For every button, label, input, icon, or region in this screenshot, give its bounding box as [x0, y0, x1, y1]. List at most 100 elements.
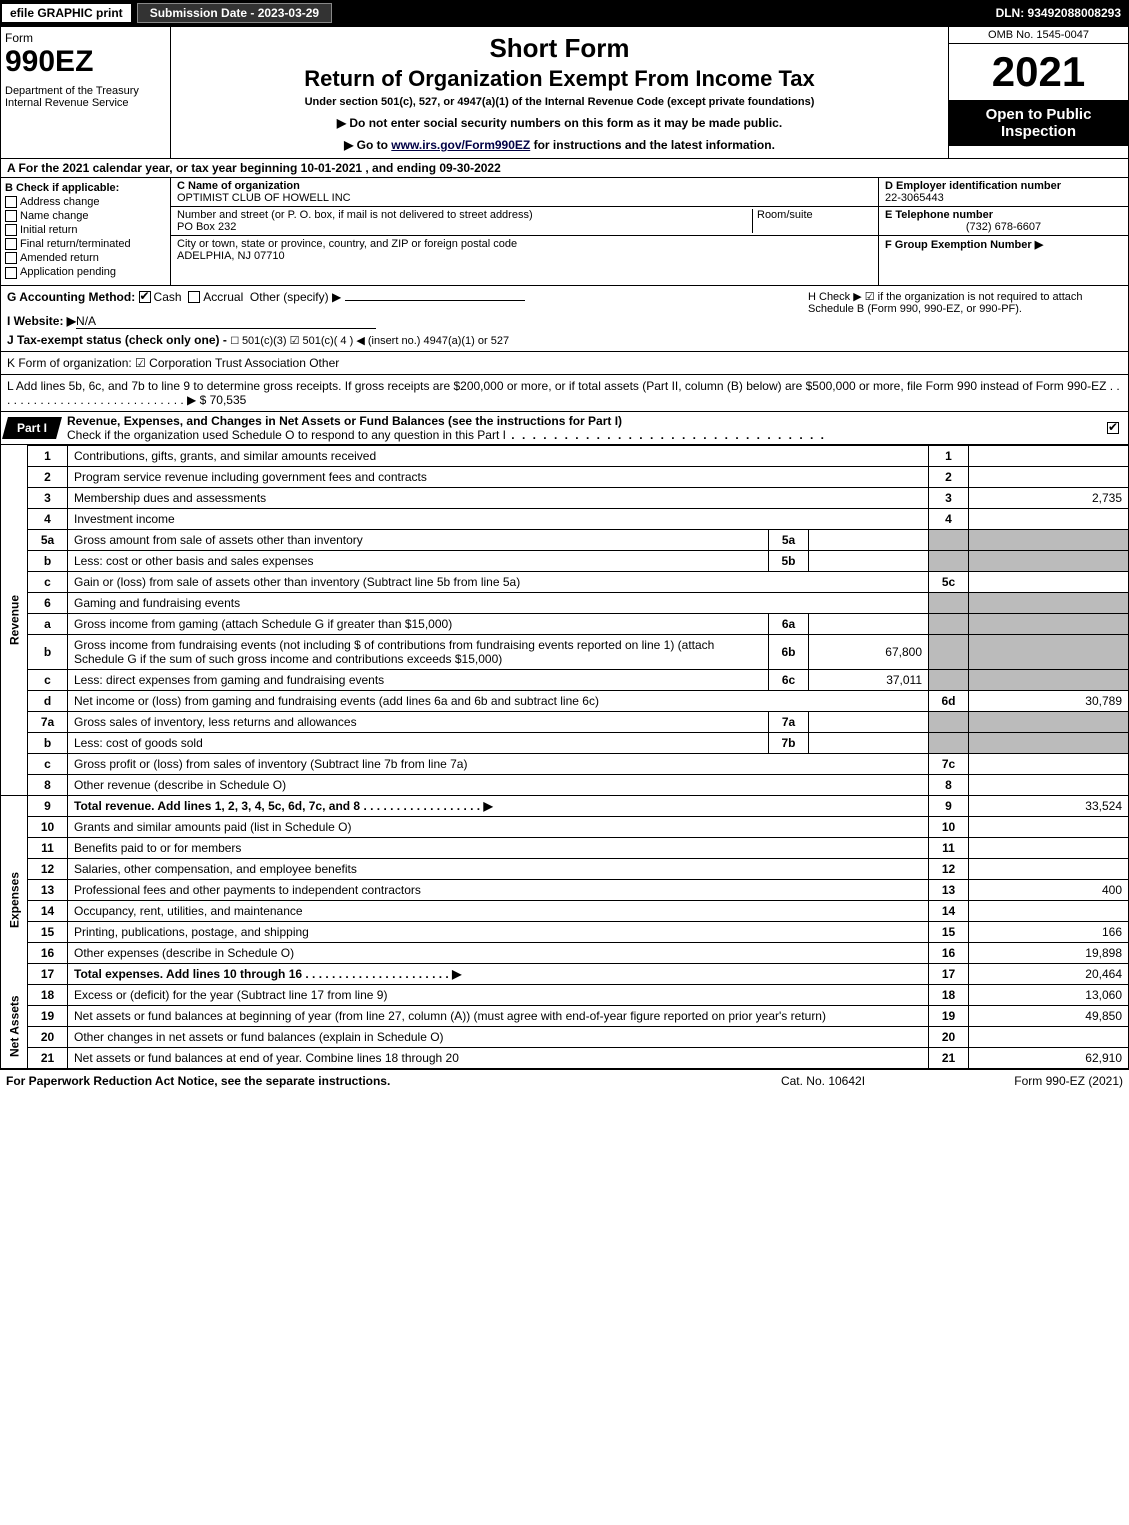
- row-5c-ln: 5c: [929, 571, 969, 592]
- row-6a-gray-amt: [969, 613, 1129, 634]
- ein-label: D Employer identification number: [885, 180, 1061, 192]
- row-6-desc: Gaming and fundraising events: [68, 592, 929, 613]
- row-1-num: 1: [28, 445, 68, 466]
- row-6-gray: [929, 592, 969, 613]
- row-7a-gray-amt: [969, 711, 1129, 732]
- row-7b-gray: [929, 732, 969, 753]
- row-5a-gray-amt: [969, 529, 1129, 550]
- row-7b-sv: [809, 732, 929, 753]
- row-12-ln: 12: [929, 858, 969, 879]
- row-6b-num: b: [28, 634, 68, 669]
- row-3-num: 3: [28, 487, 68, 508]
- row-18-num: 18: [28, 984, 68, 1005]
- row-2-num: 2: [28, 466, 68, 487]
- row-7c-amt: [969, 753, 1129, 774]
- chk-amended-return[interactable]: Amended return: [5, 252, 166, 264]
- row-14-num: 14: [28, 900, 68, 921]
- group-exemption-label: F Group Exemption Number ▶: [885, 239, 1043, 251]
- row-4-amt: [969, 508, 1129, 529]
- chk-name-change[interactable]: Name change: [5, 210, 166, 222]
- addr-label: Number and street (or P. O. box, if mail…: [177, 209, 533, 221]
- row-11-num: 11: [28, 837, 68, 858]
- row-7a-sl: 7a: [769, 711, 809, 732]
- row-6-gray-amt: [969, 592, 1129, 613]
- open-to-public: Open to Public Inspection: [949, 100, 1128, 146]
- row-2-ln: 2: [929, 466, 969, 487]
- row-7a-sv: [809, 711, 929, 732]
- short-form-title: Short Form: [177, 33, 942, 64]
- row-10-desc: Grants and similar amounts paid (list in…: [68, 816, 929, 837]
- col-c: C Name of organization OPTIMIST CLUB OF …: [171, 178, 878, 285]
- row-17-amt: 20,464: [969, 963, 1129, 984]
- row-12-num: 12: [28, 858, 68, 879]
- row-20-desc: Other changes in net assets or fund bala…: [68, 1026, 929, 1047]
- room-label: Room/suite: [757, 209, 813, 221]
- expenses-label: Expenses: [1, 816, 28, 984]
- chk-address-change[interactable]: Address change: [5, 196, 166, 208]
- row-8-amt: [969, 774, 1129, 795]
- row-12-desc: Salaries, other compensation, and employ…: [68, 858, 929, 879]
- dln: DLN: 93492088008293: [988, 4, 1129, 22]
- row-5b-num: b: [28, 550, 68, 571]
- chk-cash[interactable]: [139, 291, 151, 303]
- row-15-desc: Printing, publications, postage, and shi…: [68, 921, 929, 942]
- irs-link[interactable]: www.irs.gov/Form990EZ: [391, 138, 530, 152]
- line-l: L Add lines 5b, 6c, and 7b to line 9 to …: [0, 375, 1129, 412]
- chk-schedule-o[interactable]: [1107, 422, 1119, 434]
- row-7c-ln: 7c: [929, 753, 969, 774]
- row-15-num: 15: [28, 921, 68, 942]
- part-1-header: Part I Revenue, Expenses, and Changes in…: [0, 412, 1129, 445]
- row-10-num: 10: [28, 816, 68, 837]
- phone-value: (732) 678-6607: [885, 221, 1122, 233]
- row-6d-amt: 30,789: [969, 690, 1129, 711]
- row-6d-num: d: [28, 690, 68, 711]
- part-1-title: Revenue, Expenses, and Changes in Net As…: [67, 414, 622, 428]
- org-name: OPTIMIST CLUB OF HOWELL INC: [177, 192, 351, 204]
- chk-initial-return[interactable]: Initial return: [5, 224, 166, 236]
- row-6c-num: c: [28, 669, 68, 690]
- row-6b-sv: 67,800: [809, 634, 929, 669]
- city-label: City or town, state or province, country…: [177, 238, 517, 250]
- row-15-ln: 15: [929, 921, 969, 942]
- info-grid: B Check if applicable: Address change Na…: [0, 178, 1129, 286]
- row-5c-num: c: [28, 571, 68, 592]
- row-4-ln: 4: [929, 508, 969, 529]
- row-7a-num: 7a: [28, 711, 68, 732]
- chk-final-return[interactable]: Final return/terminated: [5, 238, 166, 250]
- ghi-section: G Accounting Method: Cash Accrual Other …: [0, 286, 1129, 352]
- row-13-amt: 400: [969, 879, 1129, 900]
- row-5a-desc: Gross amount from sale of assets other t…: [68, 529, 769, 550]
- row-7a-gray: [929, 711, 969, 732]
- row-6c-gray-amt: [969, 669, 1129, 690]
- row-9-amt: 33,524: [969, 795, 1129, 816]
- row-4-num: 4: [28, 508, 68, 529]
- row-13-desc: Professional fees and other payments to …: [68, 879, 929, 900]
- row-21-desc: Net assets or fund balances at end of ye…: [68, 1047, 929, 1068]
- goto-note: ▶ Go to www.irs.gov/Form990EZ for instru…: [177, 138, 942, 152]
- row-9-ln: 9: [929, 795, 969, 816]
- row-6a-gray: [929, 613, 969, 634]
- row-9-num: 9: [28, 795, 68, 816]
- row-18-amt: 13,060: [969, 984, 1129, 1005]
- row-6a-desc: Gross income from gaming (attach Schedul…: [68, 613, 769, 634]
- row-5b-sv: [809, 550, 929, 571]
- row-5c-amt: [969, 571, 1129, 592]
- row-11-ln: 11: [929, 837, 969, 858]
- row-5a-sl: 5a: [769, 529, 809, 550]
- page-footer: For Paperwork Reduction Act Notice, see …: [0, 1069, 1129, 1092]
- omb-number: OMB No. 1545-0047: [949, 27, 1128, 44]
- row-13-ln: 13: [929, 879, 969, 900]
- goto-suffix: for instructions and the latest informat…: [530, 138, 775, 152]
- line-k: K Form of organization: ☑ Corporation Tr…: [0, 352, 1129, 375]
- col-b: B Check if applicable: Address change Na…: [1, 178, 171, 285]
- row-3-amt: 2,735: [969, 487, 1129, 508]
- row-14-amt: [969, 900, 1129, 921]
- row-5b-sl: 5b: [769, 550, 809, 571]
- efile-print[interactable]: efile GRAPHIC print: [0, 2, 133, 24]
- chk-application-pending[interactable]: Application pending: [5, 266, 166, 278]
- row-1-amt: [969, 445, 1129, 466]
- row-6d-ln: 6d: [929, 690, 969, 711]
- row-20-amt: [969, 1026, 1129, 1047]
- row-16-amt: 19,898: [969, 942, 1129, 963]
- chk-accrual[interactable]: [188, 291, 200, 303]
